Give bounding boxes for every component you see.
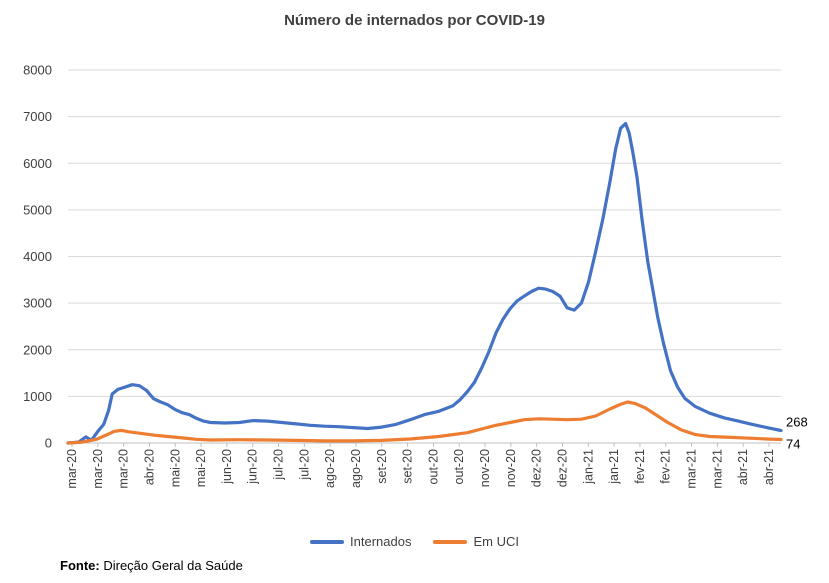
x-tick-label: jul-20 <box>272 449 286 481</box>
x-tick-label: dez-20 <box>530 449 544 487</box>
y-tick-label: 2000 <box>23 342 52 357</box>
y-tick-label: 6000 <box>23 156 52 171</box>
x-tick-label: mai-20 <box>194 449 208 487</box>
x-tick-label: dez-20 <box>555 449 569 487</box>
x-tick-label: ago-20 <box>349 449 363 488</box>
end-label-internados: 268 <box>786 415 808 430</box>
x-tick-label: abr-21 <box>762 449 776 485</box>
x-tick-label: jul-20 <box>297 449 311 481</box>
source-label: Fonte: <box>60 558 100 573</box>
x-tick-label: abr-21 <box>736 449 750 485</box>
series-line-internados[interactable] <box>66 122 783 445</box>
source-note: Fonte: Direção Geral da Saúde <box>60 558 243 573</box>
x-tick-label: fev-21 <box>633 449 647 484</box>
y-tick-label: 8000 <box>23 63 52 78</box>
legend-item-em-uci[interactable]: Em UCI <box>433 534 519 549</box>
x-tick-label: mar-20 <box>117 449 131 489</box>
x-tick-label: out-20 <box>452 449 466 484</box>
end-label-em-uci: 74 <box>786 437 800 452</box>
x-tick-label: abr-20 <box>142 449 156 485</box>
x-tick-label: jan-21 <box>607 449 621 485</box>
y-tick-label: 4000 <box>23 249 52 264</box>
x-tick-label: mar-20 <box>91 449 105 489</box>
source-text: Direção Geral da Saúde <box>103 558 243 573</box>
x-tick-label: jan-21 <box>581 449 595 485</box>
gridlines <box>68 69 781 397</box>
x-tick-label: nov-20 <box>478 449 492 487</box>
x-tick-label: mai-20 <box>168 449 182 487</box>
legend-label-internados: Internados <box>350 534 412 549</box>
legend-swatch-internados <box>310 539 345 544</box>
legend-label-em-uci: Em UCI <box>473 534 519 549</box>
y-tick-label: 5000 <box>23 202 52 217</box>
x-tick-label: nov-20 <box>504 449 518 487</box>
y-axis-ticks: 0 1000 2000 3000 4000 5000 6000 7000 8000 <box>23 63 52 451</box>
x-tick-label: mar-21 <box>685 449 699 489</box>
legend-swatch-em-uci <box>433 539 468 544</box>
x-axis-ticks: mar-20 mar-20 mar-20 abr-20 mai-20 mai-20 jun-… <box>65 443 776 489</box>
x-tick-label: jun-20 <box>220 449 234 485</box>
y-tick-label: 3000 <box>23 296 52 311</box>
x-tick-label: jun-20 <box>246 449 260 485</box>
x-tick-label: set-20 <box>375 449 389 484</box>
y-tick-label: 1000 <box>23 389 52 404</box>
legend: Internados Em UCI <box>0 534 829 549</box>
chart-title: Número de internados por COVID-19 <box>284 12 545 29</box>
y-tick-label: 7000 <box>23 109 52 124</box>
y-tick-label: 0 <box>45 436 52 451</box>
x-tick-label: set-20 <box>401 449 415 484</box>
x-tick-label: ago-20 <box>323 449 337 488</box>
series-line-em-uci[interactable] <box>66 400 783 445</box>
x-tick-label: fev-21 <box>659 449 673 484</box>
series-lines <box>66 122 783 445</box>
legend-item-internados[interactable]: Internados <box>310 534 411 549</box>
x-tick-label: mar-21 <box>710 449 724 489</box>
x-tick-label: out-20 <box>426 449 440 484</box>
x-tick-label: mar-20 <box>65 449 79 489</box>
